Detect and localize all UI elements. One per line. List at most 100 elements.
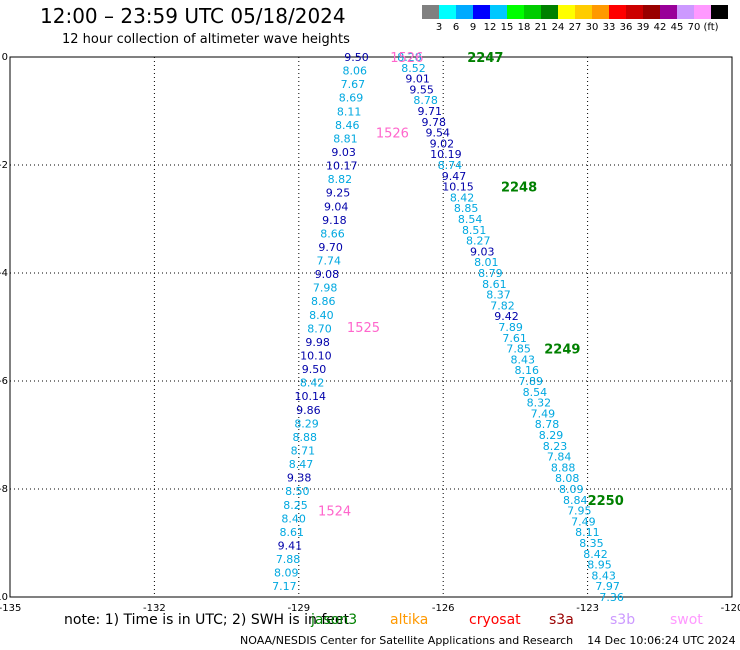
wave-height-label-track-a: 8.47 — [289, 458, 314, 471]
wave-height-label-track-a: 8.82 — [328, 173, 353, 186]
wave-height-label-track-b: 9.47 — [442, 170, 467, 183]
x-tick-label: -135 — [0, 603, 21, 614]
wave-height-label-track-a: 8.06 — [342, 65, 367, 78]
wave-height-label-track-b: 7.89 — [498, 321, 523, 334]
color-swatch — [490, 5, 507, 19]
wave-height-label-track-b: 9.78 — [422, 116, 447, 129]
wave-height-label-track-b: 8.42 — [450, 191, 475, 204]
color-swatch — [609, 5, 626, 19]
wave-height-label-track-a: 8.50 — [285, 485, 310, 498]
wave-height-label-track-a: 8.71 — [291, 445, 316, 458]
page-subtitle: 12 hour collection of altimeter wave hei… — [62, 32, 350, 47]
y-tick-label: 0 — [2, 52, 8, 63]
color-swatch — [694, 5, 711, 19]
wave-height-label-track-a: 7.88 — [276, 553, 301, 566]
wave-height-label-track-b: 7.95 — [567, 505, 592, 518]
wave-height-label-track-b: 10.19 — [430, 148, 462, 161]
wave-height-label-track-b: 8.54 — [523, 386, 548, 399]
wave-height-label-track-b: 8.95 — [587, 559, 612, 572]
wave-height-label-track-b: 8.61 — [482, 278, 507, 291]
wave-height-label-track-b: 8.74 — [438, 159, 463, 172]
wave-height-label-track-a: 8.61 — [280, 526, 305, 539]
wave-height-label-track-b: 7.97 — [595, 580, 620, 593]
pass-number-label: 2247 — [467, 51, 503, 66]
y-tick-label: -8 — [0, 484, 8, 495]
wave-height-label-track-a: 8.40 — [281, 512, 306, 525]
wave-height-label-track-b: 8.35 — [579, 537, 604, 550]
wave-height-label-track-b: 7.49 — [531, 407, 556, 420]
wave-height-label-track-b: 8.54 — [458, 213, 483, 226]
wave-height-label-track-b: 7.84 — [547, 451, 572, 464]
wave-height-label-track-a: 10.14 — [295, 390, 327, 403]
wave-height-label-track-b: 8.52 — [401, 62, 426, 75]
wave-height-label-track-b: 8.27 — [466, 235, 491, 248]
wave-height-label-track-a: 9.04 — [324, 200, 349, 213]
color-swatch — [524, 5, 541, 19]
color-swatch — [626, 5, 643, 19]
color-scale-label: 42 — [653, 22, 667, 33]
wave-height-label-track-b: 10.15 — [442, 181, 474, 194]
wave-height-label-track-b: 9.42 — [494, 310, 519, 323]
color-swatch — [507, 5, 524, 19]
wave-height-label-track-b: 8.28 — [397, 51, 422, 64]
color-scale-label: (ft) — [703, 22, 719, 33]
color-scale-label: 15 — [500, 22, 514, 33]
wave-height-label-track-a: 8.70 — [307, 322, 332, 335]
pass-number-label: 2250 — [588, 494, 624, 509]
wave-height-label-track-b: 8.09 — [559, 483, 584, 496]
color-scale-label: 9 — [469, 22, 477, 33]
wave-height-label-track-a: 9.25 — [326, 187, 351, 200]
wave-height-label-track-a: 9.41 — [278, 539, 303, 552]
x-tick-label: -126 — [432, 603, 455, 614]
wave-height-label-track-a: 8.81 — [333, 132, 358, 145]
wave-height-label-track-b: 7.49 — [571, 515, 596, 528]
wave-height-label-track-a: 9.86 — [296, 404, 321, 417]
color-swatch — [558, 5, 575, 19]
map-frame — [9, 56, 733, 598]
color-scale-label: 70 — [687, 22, 701, 33]
pass-number-label: 1526 — [376, 127, 409, 142]
wave-height-label-track-b: 7.36 — [599, 591, 624, 604]
pass-number-label: 2248 — [501, 181, 537, 196]
x-tick-label: -129 — [287, 603, 310, 614]
wave-height-label-track-b: 8.43 — [591, 569, 616, 582]
wave-height-label-track-a: 8.66 — [320, 227, 345, 240]
wave-height-label-track-b: 8.85 — [454, 202, 479, 215]
wave-height-label-track-a: 9.98 — [305, 336, 330, 349]
pass-number-label: 2249 — [544, 343, 580, 358]
color-scale-label: 33 — [602, 22, 616, 33]
wave-height-label-track-a: 8.69 — [339, 92, 364, 105]
color-scale-label: 18 — [517, 22, 531, 33]
wave-height-label-track-b: 8.23 — [543, 440, 568, 453]
color-swatch — [541, 5, 558, 19]
wave-height-label-track-a: 8.29 — [294, 417, 319, 430]
wave-height-label-track-b: 9.54 — [426, 127, 451, 140]
wave-height-label-track-b: 9.01 — [405, 73, 430, 86]
wave-height-label-track-b: 8.11 — [575, 526, 600, 539]
color-swatch — [711, 5, 728, 19]
wave-height-label-track-b: 8.78 — [413, 94, 438, 107]
wave-height-label-track-b: 8.78 — [535, 418, 560, 431]
wave-height-label-track-a: 9.50 — [344, 51, 369, 64]
wave-height-label-track-a: 8.88 — [292, 431, 317, 444]
wave-height-label-track-b: 8.84 — [563, 494, 588, 507]
y-tick-label: -2 — [0, 160, 8, 171]
wave-height-label-track-b: 8.08 — [555, 472, 580, 485]
y-tick-label: -6 — [0, 376, 8, 387]
wave-height-label-track-a: 7.98 — [313, 282, 338, 295]
color-swatch — [439, 5, 456, 19]
y-tick-label: -10 — [0, 592, 8, 603]
wave-height-label-track-a: 8.40 — [309, 309, 334, 322]
wave-height-label-track-b: 8.88 — [551, 461, 576, 474]
pass-number-label: 1525 — [347, 321, 380, 336]
wave-height-label-track-a: 8.11 — [337, 105, 362, 118]
color-swatch — [660, 5, 677, 19]
wave-height-label-track-b: 8.29 — [539, 429, 564, 442]
color-swatch — [456, 5, 473, 19]
color-swatch — [422, 5, 439, 19]
wave-height-label-track-b: 7.61 — [502, 332, 527, 345]
wave-height-label-track-b: 8.43 — [510, 353, 535, 366]
wave-height-label-track-a: 9.03 — [331, 146, 356, 159]
wave-height-label-track-b: 8.51 — [462, 224, 487, 237]
